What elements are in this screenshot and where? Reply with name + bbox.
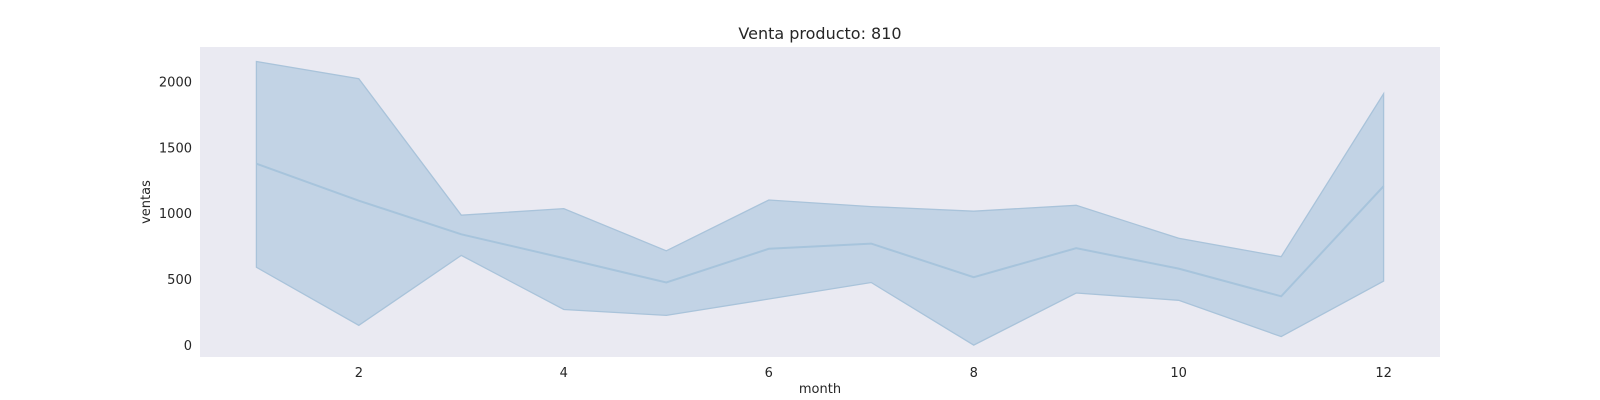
chart-title: Venta producto: 810 <box>738 24 901 43</box>
y-tick-label: 1500 <box>159 141 192 156</box>
y-tick-label: 2000 <box>159 75 192 90</box>
series-line <box>256 162 1385 298</box>
x-tick-label: 10 <box>1170 366 1187 381</box>
x-tick-label: 8 <box>970 366 978 381</box>
y-tick-label: 500 <box>167 273 192 288</box>
y-axis-label: ventas <box>139 180 154 224</box>
y-tick-label: 0 <box>184 339 192 354</box>
y-tick-label: 1000 <box>159 207 192 222</box>
y-tick-labels: 0 500 1000 1500 2000 <box>159 75 192 354</box>
x-tick-label: 2 <box>355 366 363 381</box>
x-axis-label: month <box>799 382 841 397</box>
x-tick-label: 4 <box>560 366 568 381</box>
x-tick-label: 6 <box>765 366 773 381</box>
confidence-band <box>255 60 1385 346</box>
x-tick-label: 12 <box>1375 366 1392 381</box>
x-tick-labels: 2 4 6 8 10 12 <box>355 366 1392 381</box>
